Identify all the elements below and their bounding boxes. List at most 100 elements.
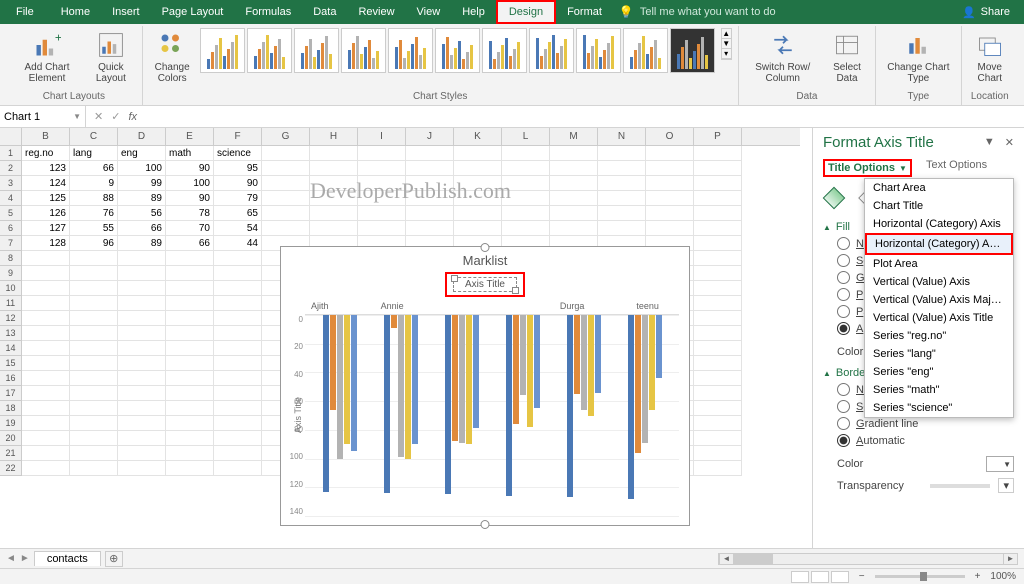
cell[interactable]	[22, 296, 70, 311]
row-header[interactable]: 3	[0, 176, 22, 191]
dropdown-item[interactable]: Vertical (Value) Axis	[865, 273, 1013, 291]
bar[interactable]	[527, 315, 533, 427]
cell[interactable]	[358, 146, 406, 161]
cell[interactable]	[694, 266, 742, 281]
menu-tab-review[interactable]: Review	[347, 0, 405, 24]
chart-style-thumb[interactable]	[200, 28, 245, 73]
cell[interactable]	[214, 356, 262, 371]
row-header[interactable]: 13	[0, 326, 22, 341]
bar[interactable]	[656, 315, 662, 378]
add-chart-element-button[interactable]: + Add Chart Element	[12, 28, 82, 86]
border-color-picker[interactable]: ▼	[986, 456, 1014, 472]
cell[interactable]	[694, 416, 742, 431]
dropdown-item[interactable]: Vertical (Value) Axis Title	[865, 309, 1013, 327]
cell[interactable]	[550, 221, 598, 236]
zoom-level[interactable]: 100%	[990, 571, 1016, 582]
cell[interactable]	[358, 191, 406, 206]
gallery-more-button[interactable]: ▾	[722, 49, 731, 59]
scroll-left-icon[interactable]: ◄	[719, 554, 733, 564]
tell-me-search[interactable]: 💡 Tell me what you want to do	[619, 5, 776, 19]
row-header[interactable]: 5	[0, 206, 22, 221]
cell[interactable]	[310, 206, 358, 221]
cell[interactable]	[502, 176, 550, 191]
cell[interactable]	[406, 176, 454, 191]
cell[interactable]: 124	[22, 176, 70, 191]
cell[interactable]: 66	[166, 236, 214, 251]
move-chart-button[interactable]: Move Chart	[968, 28, 1012, 86]
bar[interactable]	[398, 315, 404, 457]
column-header[interactable]: H	[310, 128, 358, 145]
cell[interactable]	[406, 206, 454, 221]
dropdown-item[interactable]: Horizontal (Category) Axis Title	[865, 233, 1013, 255]
column-header[interactable]: N	[598, 128, 646, 145]
cell[interactable]: 44	[214, 236, 262, 251]
dropdown-item[interactable]: Chart Title	[865, 197, 1013, 215]
cell[interactable]: 95	[214, 161, 262, 176]
cell[interactable]	[118, 386, 166, 401]
cell[interactable]	[454, 146, 502, 161]
cell[interactable]	[118, 356, 166, 371]
chart-style-thumb[interactable]	[435, 28, 480, 73]
cell[interactable]	[166, 326, 214, 341]
cell[interactable]	[166, 446, 214, 461]
cell[interactable]	[70, 281, 118, 296]
row-header[interactable]: 22	[0, 461, 22, 476]
menu-tab-page-layout[interactable]: Page Layout	[151, 0, 235, 24]
column-header[interactable]: G	[262, 128, 310, 145]
chart-style-thumb[interactable]	[247, 28, 292, 73]
bar[interactable]	[513, 315, 519, 424]
enter-icon[interactable]: ✓	[111, 110, 120, 123]
row-header[interactable]: 19	[0, 416, 22, 431]
cell[interactable]: 55	[70, 221, 118, 236]
cell[interactable]: eng	[118, 146, 166, 161]
share-button[interactable]: 👤 Share	[962, 6, 1010, 19]
chart-style-thumb[interactable]	[529, 28, 574, 73]
cell[interactable]	[550, 176, 598, 191]
row-header[interactable]: 7	[0, 236, 22, 251]
cell[interactable]	[646, 146, 694, 161]
cell[interactable]: science	[214, 146, 262, 161]
name-box-dropdown-icon[interactable]: ▼	[73, 112, 81, 121]
switch-row-column-button[interactable]: Switch Row/ Column	[745, 28, 821, 86]
menu-tab-formulas[interactable]: Formulas	[234, 0, 302, 24]
cell[interactable]	[166, 431, 214, 446]
cell[interactable]	[598, 206, 646, 221]
cell[interactable]: 89	[118, 191, 166, 206]
cell[interactable]	[118, 281, 166, 296]
cell[interactable]: 126	[22, 206, 70, 221]
cell[interactable]	[406, 146, 454, 161]
cell[interactable]	[70, 371, 118, 386]
cell[interactable]	[406, 161, 454, 176]
row-header[interactable]: 14	[0, 341, 22, 356]
transparency-slider[interactable]	[930, 484, 990, 488]
zoom-in-button[interactable]: +	[975, 571, 981, 582]
row-header[interactable]: 15	[0, 356, 22, 371]
cell[interactable]	[214, 401, 262, 416]
cell[interactable]: 66	[118, 221, 166, 236]
scroll-right-icon[interactable]: ►	[1003, 554, 1017, 564]
cell[interactable]	[598, 146, 646, 161]
cell[interactable]	[694, 191, 742, 206]
row-header[interactable]: 12	[0, 311, 22, 326]
cell[interactable]	[550, 206, 598, 221]
cell[interactable]	[310, 191, 358, 206]
cell[interactable]	[22, 356, 70, 371]
cell[interactable]	[694, 206, 742, 221]
column-header[interactable]: C	[70, 128, 118, 145]
row-header[interactable]: 18	[0, 401, 22, 416]
change-colors-button[interactable]: Change Colors	[149, 28, 196, 86]
row-header[interactable]: 8	[0, 251, 22, 266]
column-header[interactable]: M	[550, 128, 598, 145]
cell[interactable]	[70, 251, 118, 266]
chart-title[interactable]: Marklist	[281, 247, 689, 270]
bar[interactable]	[567, 315, 573, 497]
cell[interactable]	[262, 221, 310, 236]
border-option[interactable]: Gradient line	[837, 417, 1014, 430]
cell[interactable]	[118, 416, 166, 431]
page-layout-view-button[interactable]	[811, 571, 829, 583]
cell[interactable]	[22, 341, 70, 356]
add-sheet-button[interactable]: ⊕	[105, 551, 123, 567]
menu-tab-format[interactable]: Format	[556, 0, 613, 24]
row-header[interactable]: 1	[0, 146, 22, 161]
row-header[interactable]: 20	[0, 431, 22, 446]
